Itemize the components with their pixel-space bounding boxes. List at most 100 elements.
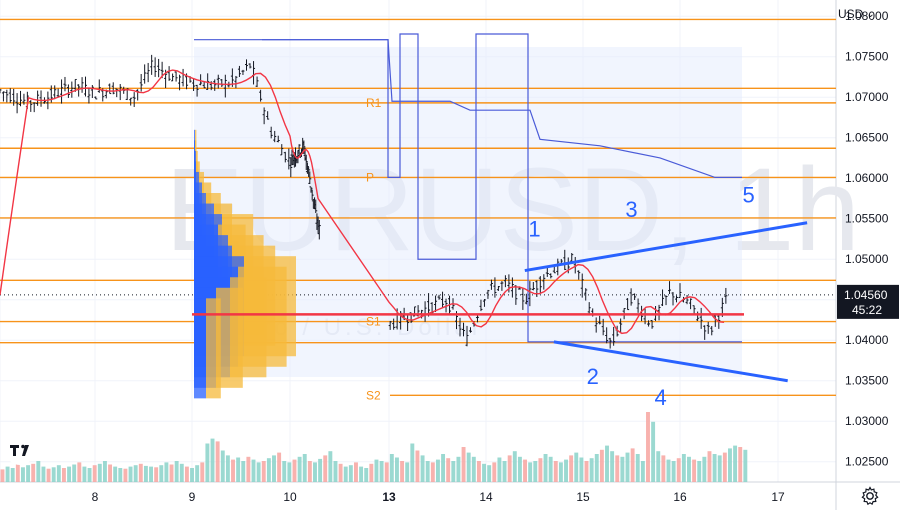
volume-bar	[712, 454, 717, 482]
volume-bar	[92, 465, 97, 482]
volume-bar	[584, 461, 589, 482]
volume-bar	[215, 441, 220, 482]
volume-bar	[543, 454, 548, 482]
volume-bar	[410, 443, 415, 482]
volume-bar	[487, 465, 492, 482]
wave-label-2: 2	[587, 364, 599, 389]
volume-bar	[282, 461, 287, 482]
volume-bar	[651, 421, 656, 482]
level-label-s2: S2	[366, 388, 381, 402]
volume-bar	[738, 447, 743, 482]
lower-trendline	[553, 340, 788, 383]
volume-bar	[538, 458, 543, 482]
volume-bar	[272, 455, 276, 482]
time-tick-label: 13	[382, 490, 396, 504]
volume-bar	[441, 454, 446, 482]
volume-bar	[123, 468, 128, 482]
profile-buy-bar	[194, 298, 206, 399]
volume-bar	[0, 469, 5, 482]
price-tick-label: 1.03000	[845, 414, 889, 428]
upper-trendline	[524, 221, 808, 273]
volume-bar	[610, 451, 615, 482]
volume-bar	[517, 456, 522, 482]
volume-bar	[471, 456, 476, 482]
volume-bar	[405, 462, 410, 482]
profile-sell-bar	[206, 298, 221, 399]
volume-bar	[113, 466, 118, 482]
volume-bar	[77, 462, 82, 482]
volume-bar	[492, 462, 497, 482]
volume-bar	[594, 454, 599, 482]
price-tick-label: 1.04000	[845, 333, 889, 347]
volume-bar	[354, 462, 358, 482]
volume-bar	[179, 463, 184, 482]
volume-bar	[118, 468, 123, 482]
trendlines[interactable]	[524, 221, 808, 383]
time-tick-label: 9	[189, 490, 196, 504]
price-tick-label: 1.07500	[845, 50, 889, 64]
gear-icon[interactable]	[860, 486, 880, 506]
price-tick-label: 1.06000	[845, 171, 889, 185]
volume-bar	[589, 458, 594, 482]
volume-bar	[138, 463, 143, 482]
volume-bar	[220, 450, 225, 482]
volume-bar	[476, 461, 481, 482]
volume-bar	[528, 462, 533, 482]
wave-label-3: 3	[625, 197, 637, 222]
volume-bar	[548, 456, 553, 482]
wave-labels: 1 2 3 4 5	[528, 183, 754, 411]
volume-bar	[420, 455, 425, 482]
volume-bar	[425, 461, 430, 482]
volume-bar	[512, 451, 517, 482]
volume-bar	[630, 448, 635, 482]
volume-bar	[400, 461, 405, 482]
volume-bar	[533, 461, 538, 482]
time-tick-label: 16	[673, 490, 687, 504]
volume-bar	[435, 459, 440, 482]
volume-bar	[456, 456, 461, 482]
volume-bar	[646, 412, 650, 482]
volume-bar	[348, 465, 353, 482]
volume-bar	[343, 466, 348, 482]
volume-bar	[210, 438, 215, 482]
volume-bar	[451, 461, 456, 482]
wave-label-1: 1	[528, 217, 540, 242]
volume-bar	[446, 458, 451, 482]
volume-bar	[15, 464, 20, 482]
volume-bar	[36, 461, 41, 482]
price-tick-label: 1.06500	[845, 131, 889, 145]
volume-bar	[681, 454, 686, 482]
volume-bar	[323, 455, 328, 482]
volume-bar	[497, 457, 502, 482]
price-tick-label: 1.03500	[845, 374, 889, 388]
volume-bar	[482, 463, 487, 482]
volume-bar	[313, 462, 317, 482]
volume-bar	[200, 462, 205, 482]
volume-bar	[466, 452, 471, 482]
price-tick-label: 1.08000	[845, 9, 889, 23]
time-tick-label: 8	[92, 490, 99, 504]
level-label-s1: S1	[366, 315, 381, 329]
ma-line	[0, 69, 725, 335]
time-axis[interactable]: 8 9 10 13 14 15 16 17	[92, 490, 785, 504]
volume-bar	[676, 458, 681, 482]
time-tick-label: 17	[771, 490, 785, 504]
volume-bar	[461, 447, 466, 482]
volume-bar	[625, 452, 630, 482]
bar-countdown: 45:22	[852, 303, 882, 317]
volume-bar	[507, 455, 512, 482]
time-tick-label: 10	[283, 490, 297, 504]
volume-bar	[26, 465, 31, 482]
volume-bar	[605, 445, 609, 482]
volume-bar	[164, 462, 169, 482]
volume-histogram	[0, 412, 748, 482]
volume-bar	[5, 466, 10, 482]
volume-bar	[292, 459, 297, 482]
volume-bar	[702, 456, 707, 482]
volume-bar	[231, 459, 235, 482]
currency-selector[interactable]: USD ⌄	[838, 4, 896, 24]
last-price-tag-bg	[837, 284, 899, 319]
volume-bar	[41, 466, 46, 482]
volume-bar	[615, 455, 620, 482]
